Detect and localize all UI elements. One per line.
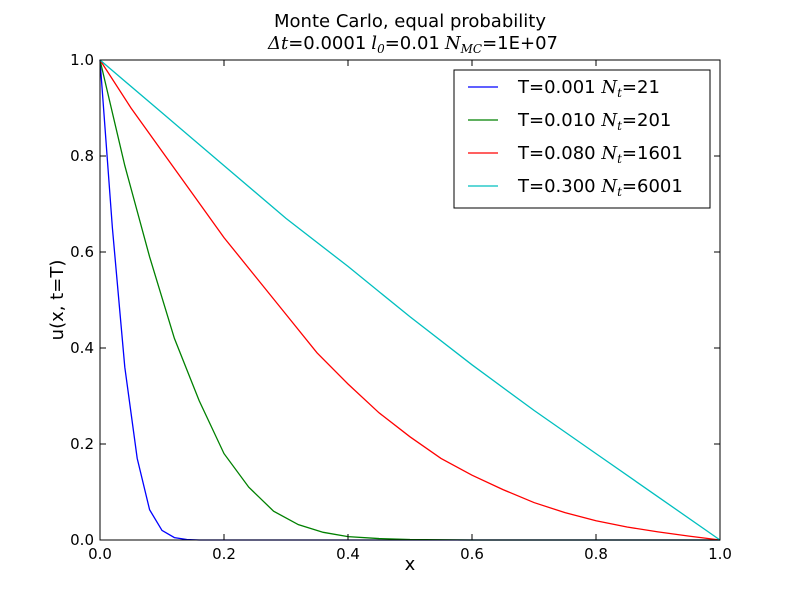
legend-label-3: T=0.080 Nt=1601 bbox=[517, 143, 683, 166]
y-axis-label: u(x, t=T) bbox=[47, 260, 68, 341]
legend-label-2: T=0.010 Nt=201 bbox=[517, 110, 671, 133]
plot-frame bbox=[99, 59, 721, 541]
chart-title: Monte Carlo, equal probability bbox=[274, 11, 546, 32]
x-tick-label: 0.8 bbox=[584, 545, 608, 563]
series-line-4 bbox=[99, 59, 721, 541]
subtitle-l0-symbol: l bbox=[371, 33, 377, 54]
y-tick-label: 0.8 bbox=[70, 147, 94, 165]
x-axis-label: x bbox=[405, 554, 416, 575]
y-tick-label: 0.4 bbox=[70, 339, 94, 357]
legend-label-4: T=0.300 Nt=6001 bbox=[517, 176, 683, 199]
subtitle-nmc-symbol: N bbox=[444, 33, 462, 54]
x-tick-label: 1.0 bbox=[708, 545, 732, 563]
subtitle-l0-sub: 0 bbox=[377, 42, 385, 56]
legend: T=0.001 Nt=21 T=0.010 Nt=201 T=0.080 Nt=16… bbox=[453, 69, 711, 209]
subtitle-dt-symbol: Δt bbox=[267, 33, 289, 54]
series-line-3 bbox=[99, 59, 721, 541]
subtitle-nmc-sub: MC bbox=[460, 42, 482, 56]
x-tick-label: 0.0 bbox=[88, 545, 112, 563]
chart-subtitle: Δt=0.0001 l0=0.01 NMC=1E+07 bbox=[267, 33, 558, 56]
y-tick-label: 0.2 bbox=[70, 435, 94, 453]
ticks-layer: 0.0 0.2 0.4 0.6 0.8 1.0 0.0 0.2 0.4 0.6 0.8 1.0 bbox=[70, 51, 732, 563]
x-tick-label: 0.2 bbox=[212, 545, 236, 563]
y-tick-label: 1.0 bbox=[70, 51, 94, 69]
subtitle-nmc-value: =1E+07 bbox=[482, 33, 558, 54]
y-tick-label: 0.0 bbox=[70, 531, 94, 549]
subtitle-l0-value: =0.01 bbox=[385, 33, 440, 54]
x-tick-label: 0.4 bbox=[336, 545, 360, 563]
legend-box bbox=[453, 69, 711, 209]
subtitle-dt-value: =0.0001 bbox=[288, 33, 366, 54]
y-tick-label: 0.6 bbox=[70, 243, 94, 261]
legend-label-1: T=0.001 Nt=21 bbox=[517, 77, 660, 100]
x-tick-label: 0.6 bbox=[460, 545, 484, 563]
